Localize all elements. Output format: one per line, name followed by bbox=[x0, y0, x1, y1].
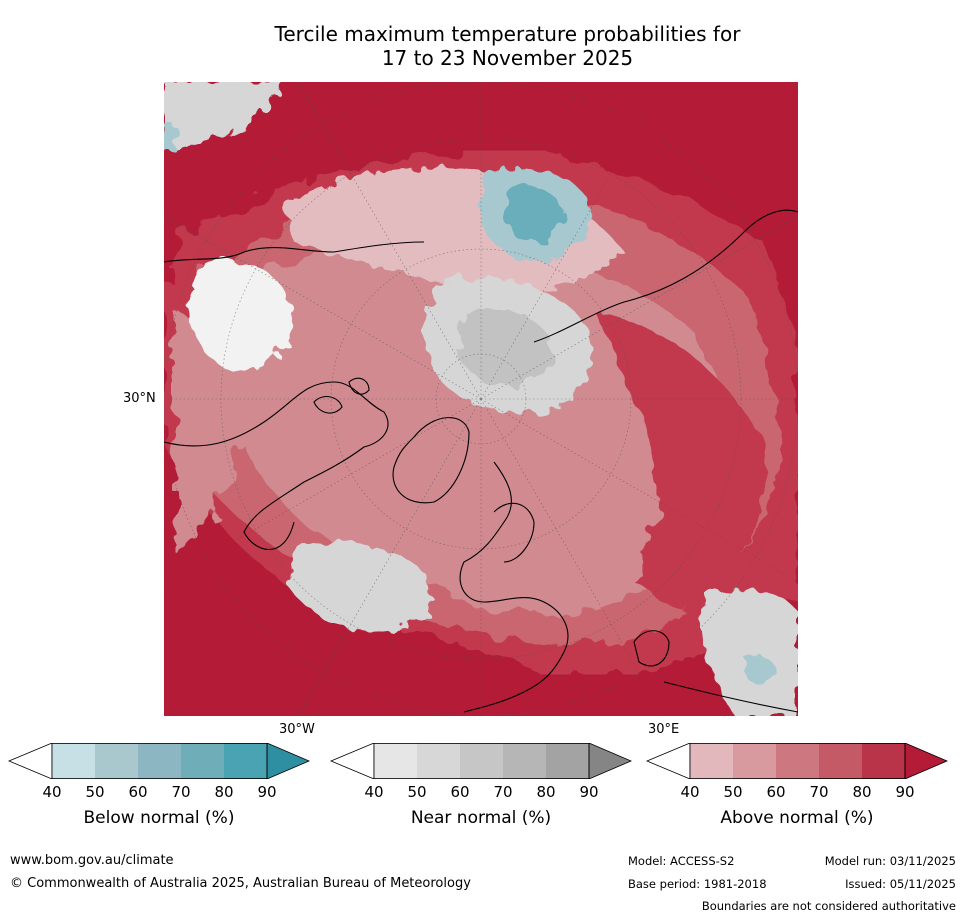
near-normal-atlantic bbox=[289, 541, 432, 632]
meridian-150e bbox=[480, 82, 665, 400]
colorbar-below-outline bbox=[51, 743, 268, 780]
colorbar-above-tick-label: 80 bbox=[852, 783, 872, 801]
colorbar-near-tick-label: 70 bbox=[493, 783, 513, 801]
colorbar-above-segment bbox=[862, 743, 905, 779]
colorbar-near-segment bbox=[503, 743, 546, 779]
lon-label-30e: 30°E bbox=[648, 722, 680, 737]
greenland-coast bbox=[392, 417, 470, 504]
colorbar-near-swatches bbox=[329, 742, 633, 780]
meridian-120e bbox=[480, 215, 798, 400]
colorbar-below-tick-label: 70 bbox=[171, 783, 191, 801]
colorbar-below: 40 50 60 70 80 90 Below normal (%) bbox=[7, 742, 311, 843]
asia-north-coast bbox=[533, 209, 798, 343]
colorbar-above-tick-label: 40 bbox=[680, 783, 700, 801]
meridian-120w bbox=[164, 215, 482, 400]
colorbar-near-tick-label: 40 bbox=[364, 783, 384, 801]
scandinavia-coast bbox=[493, 502, 535, 563]
title-line-1: Tercile maximum temperature probabilitie… bbox=[274, 22, 741, 46]
map-title: Tercile maximum temperature probabilitie… bbox=[160, 22, 855, 70]
colorbar-below-arrow-low bbox=[7, 742, 53, 780]
colorbar-above-tick-label: 90 bbox=[895, 783, 915, 801]
colorbar-near-label: Near normal (%) bbox=[410, 808, 552, 828]
alaska-coast bbox=[164, 241, 425, 263]
colorbar-below-tick-label: 40 bbox=[42, 783, 62, 801]
colorbar-below-segment bbox=[138, 743, 181, 779]
colorbar-near-segment bbox=[460, 743, 503, 779]
near-normal-pacific bbox=[188, 259, 294, 372]
colorbar-above-swatches bbox=[645, 742, 949, 780]
colorbar-above: 40 50 60 70 80 90 Above normal (%) bbox=[645, 742, 949, 843]
colorbar-near: 40 50 60 70 80 90 Near normal (%) bbox=[329, 742, 633, 843]
colorbar-above-tick-label: 60 bbox=[766, 783, 786, 801]
lat-label-30n: 30°N bbox=[123, 391, 156, 406]
colorbar-near-tick-label: 50 bbox=[407, 783, 427, 801]
colorbar-below-segment bbox=[52, 743, 95, 779]
colorbar-near-outline bbox=[373, 743, 590, 780]
caspian-coast bbox=[633, 630, 670, 667]
near-normal-nw bbox=[164, 82, 284, 152]
colorbar-near-arrow-low bbox=[329, 742, 375, 780]
near-normal-mideast bbox=[701, 588, 798, 716]
colorbar-below-segment bbox=[224, 743, 267, 779]
colorbar-above-arrow-high bbox=[904, 742, 949, 780]
meridian-30w bbox=[297, 398, 482, 716]
footer-copyright: © Commonwealth of Australia 2025, Austra… bbox=[10, 876, 471, 891]
below-normal-siberia-core bbox=[504, 185, 565, 242]
colorbar-below-swatches bbox=[7, 742, 311, 780]
colorbar-above-outline bbox=[689, 743, 906, 780]
lat-circle-60 bbox=[330, 248, 632, 550]
near-normal-pole-core bbox=[459, 308, 553, 387]
footer-model: Model: ACCESS-S2 bbox=[628, 854, 735, 868]
colorbar-above-segment bbox=[776, 743, 819, 779]
colorbar-below-arrow-high bbox=[266, 742, 311, 780]
footer-disclaimer: Boundaries are not considered authoritat… bbox=[701, 899, 956, 913]
meridian-60w bbox=[164, 398, 482, 583]
footer-model-run: Model run: 03/11/2025 bbox=[824, 854, 956, 868]
colorbar-above-label: Above normal (%) bbox=[720, 808, 874, 828]
colorbar-above-segment bbox=[733, 743, 776, 779]
colorbar-above-segment bbox=[690, 743, 733, 779]
canada-coast bbox=[164, 381, 389, 551]
colorbar-above-arrow-low bbox=[645, 742, 691, 780]
above-60-region bbox=[224, 239, 730, 615]
above-band-east bbox=[594, 312, 766, 612]
colorbar-near-segment bbox=[546, 743, 589, 779]
below-normal-mideast bbox=[744, 655, 777, 685]
colorbar-below-tick-label: 80 bbox=[214, 783, 234, 801]
meridian-30e bbox=[480, 398, 665, 716]
title-line-2: 17 to 23 November 2025 bbox=[381, 46, 634, 70]
below-normal-field bbox=[164, 122, 777, 685]
colorbar-below-segment bbox=[181, 743, 224, 779]
colorbar-below-tick-label: 90 bbox=[257, 783, 277, 801]
meridian-60e bbox=[480, 398, 798, 583]
near-normal-field bbox=[164, 82, 798, 716]
meridian-150w bbox=[297, 82, 482, 400]
colorbar-above-segment bbox=[819, 743, 862, 779]
colorbar-near-tick-label: 60 bbox=[450, 783, 470, 801]
south-asia-coast bbox=[663, 681, 798, 713]
colorbar-near-tick-label: 90 bbox=[579, 783, 599, 801]
footer-issued: Issued: 05/11/2025 bbox=[845, 877, 956, 891]
colorbar-below-tick-label: 60 bbox=[128, 783, 148, 801]
colorbar-above-tick-label: 50 bbox=[723, 783, 743, 801]
colorbar-near-segment bbox=[417, 743, 460, 779]
above-band-west bbox=[174, 312, 246, 552]
arctic-islands bbox=[313, 377, 370, 414]
colorbar-below-segment bbox=[95, 743, 138, 779]
lon-label-30w: 30°W bbox=[279, 722, 315, 737]
graticule bbox=[164, 82, 798, 716]
footer-website[interactable]: www.bom.gov.au/climate bbox=[10, 853, 174, 868]
colorbar-near-arrow-high bbox=[588, 742, 633, 780]
europe-coast bbox=[459, 461, 569, 713]
colorbar-below-label: Below normal (%) bbox=[83, 808, 235, 828]
colorbar-below-tick-label: 50 bbox=[85, 783, 105, 801]
footer-base-period: Base period: 1981-2018 bbox=[628, 877, 767, 891]
colorbar-above-tick-label: 70 bbox=[809, 783, 829, 801]
colorbar-near-segment bbox=[374, 743, 417, 779]
coastlines bbox=[164, 209, 798, 713]
below-normal-nw bbox=[164, 122, 176, 152]
probability-map bbox=[164, 82, 798, 716]
colorbar-near-tick-label: 80 bbox=[536, 783, 556, 801]
